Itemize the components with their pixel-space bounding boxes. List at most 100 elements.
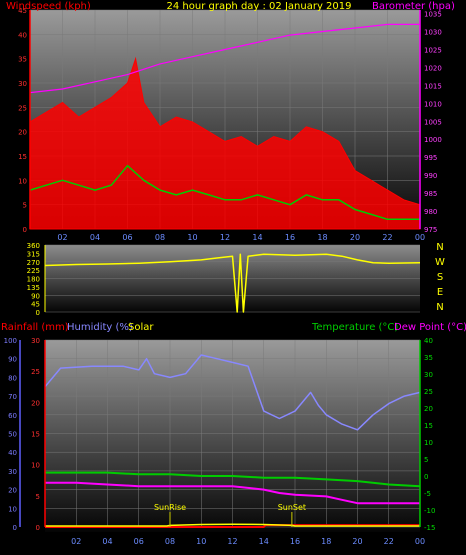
barometer-tick-label: 990	[424, 172, 437, 180]
barometer-line	[29, 23, 420, 94]
climate-x-tick-label: 14	[259, 537, 269, 546]
direction-tick-label: 315	[27, 250, 40, 258]
barometer-tick-label: 1000	[424, 136, 442, 144]
direction-tick-label: 45	[31, 301, 40, 309]
wind-x-tick-label: 22	[382, 233, 392, 242]
climate-x-tick-label: 04	[102, 537, 112, 546]
barometer-tick-label: 985	[424, 190, 437, 198]
humidity-axis-label: Humidity (%)	[67, 322, 133, 333]
climate-x-tick-label: 08	[165, 537, 175, 546]
humidity-tick-label: 50	[8, 431, 17, 439]
humidity-tick-label: 100	[4, 337, 17, 345]
barometer-tick-label: 1030	[424, 29, 442, 37]
rainfall-tick-label: 15	[31, 431, 40, 439]
windspeed-tick-label: 20	[18, 129, 27, 137]
rainfall-tick-label: 10	[31, 462, 40, 470]
windspeed-tick-label: 25	[18, 104, 27, 112]
rainfall-line	[45, 524, 420, 528]
rainfall-tick-label: 0	[36, 524, 40, 532]
temperature-tick-label: -5	[424, 490, 431, 498]
wind-x-tick-label: 04	[90, 233, 100, 242]
windspeed-tick-label: 45	[18, 7, 27, 15]
direction-tick-label: 180	[27, 276, 40, 284]
rainfall-tick-label: 30	[31, 337, 40, 345]
rainfall-tick-label: 20	[31, 399, 40, 407]
barometer-tick-label: 1020	[424, 64, 442, 72]
barometer-tick-label: 995	[424, 154, 437, 162]
windspeed-bars	[29, 56, 421, 230]
windspeed-tick-label: 30	[18, 80, 27, 88]
rainfall-tick-label: 25	[31, 368, 40, 376]
rainfall-tick-label: 5	[36, 493, 40, 501]
direction-tick-label: 135	[27, 284, 40, 292]
temperature-axis-label: Temperature (°C)	[311, 322, 398, 333]
humidity-line	[44, 354, 421, 431]
temperature-tick-label: 5	[424, 456, 428, 464]
climate-x-tick-label: 18	[321, 537, 331, 546]
temperature-tick-label: 30	[424, 371, 433, 379]
barometer-tick-label: 1015	[424, 82, 442, 90]
sunset-label: SunSet	[278, 503, 306, 512]
wind-lines	[29, 23, 420, 221]
climate-axes: 0102030405060708090100051015202530-15-10…	[4, 337, 436, 546]
barometer-axis-label: Barometer (hpa)	[372, 1, 455, 12]
chart-title: 24 hour graph day : 02 January 2019	[167, 1, 352, 12]
climate-x-tick-label: 12	[227, 537, 237, 546]
windspeed-tick-label: 10	[18, 177, 27, 185]
temperature-tick-label: 0	[424, 473, 428, 481]
compass-letter: N	[436, 302, 443, 313]
climate-x-tick-label: 02	[71, 537, 81, 546]
barometer-tick-label: 1035	[424, 11, 442, 19]
climate-x-tick-label: 20	[352, 537, 362, 546]
solar-axis-label: Solar	[128, 322, 154, 333]
wind-x-tick-label: 02	[57, 233, 67, 242]
climate-x-tick-label: 00	[415, 537, 425, 546]
temperature-tick-label: 20	[424, 405, 433, 413]
direction-line	[44, 253, 421, 313]
humidity-tick-label: 90	[8, 356, 17, 364]
temperature-tick-label: 15	[424, 422, 433, 430]
direction-tick-label: 270	[27, 259, 40, 267]
windspeed-tick-label: 15	[18, 153, 27, 161]
temperature-tick-label: -15	[424, 524, 435, 532]
wind-x-tick-label: 06	[122, 233, 132, 242]
windspeed-tick-label: 35	[18, 56, 27, 64]
humidity-tick-label: 70	[8, 393, 17, 401]
windspeed-tick-label: 40	[18, 31, 27, 39]
climate-x-tick-label: 06	[134, 537, 144, 546]
compass-letter: S	[437, 272, 443, 283]
wind-x-tick-label: 16	[285, 233, 295, 242]
windspeed-tick-label: 0	[23, 226, 27, 234]
climate-x-tick-label: 22	[384, 537, 394, 546]
wind-x-tick-label: 18	[317, 233, 327, 242]
humidity-tick-label: 20	[8, 487, 17, 495]
temperature-tick-label: 40	[424, 337, 433, 345]
humidity-tick-label: 80	[8, 374, 17, 382]
temperature-tick-label: 25	[424, 388, 433, 396]
wind-x-tick-label: 10	[187, 233, 197, 242]
dewpoint-line	[45, 481, 420, 505]
wind-x-tick-label: 14	[252, 233, 262, 242]
compass-letter: E	[437, 287, 443, 298]
wind-axes: 0510152025303540459759809859909951000100…	[18, 7, 442, 242]
climate-lines	[44, 354, 421, 528]
climate-x-tick-label: 10	[196, 537, 206, 546]
climate-x-tick-label: 16	[290, 537, 300, 546]
rainfall-axis-label: Rainfall (mm)	[1, 322, 69, 333]
humidity-tick-label: 40	[8, 449, 17, 457]
temperature-tick-label: 35	[424, 354, 433, 362]
dewpoint-axis-label: Dew Point (°C)	[394, 322, 466, 333]
wind-x-tick-label: 08	[155, 233, 165, 242]
barometer-tick-label: 1010	[424, 100, 442, 108]
direction-tick-label: 90	[31, 292, 40, 300]
temperature-tick-label: 10	[424, 439, 433, 447]
direction-tick-label: 225	[27, 267, 40, 275]
temperature-line	[45, 471, 421, 488]
barometer-tick-label: 980	[424, 208, 437, 216]
wind-x-tick-label: 12	[220, 233, 230, 242]
humidity-tick-label: 30	[8, 468, 17, 476]
wind-direction-line	[44, 253, 421, 313]
compass-letter: W	[435, 257, 445, 268]
